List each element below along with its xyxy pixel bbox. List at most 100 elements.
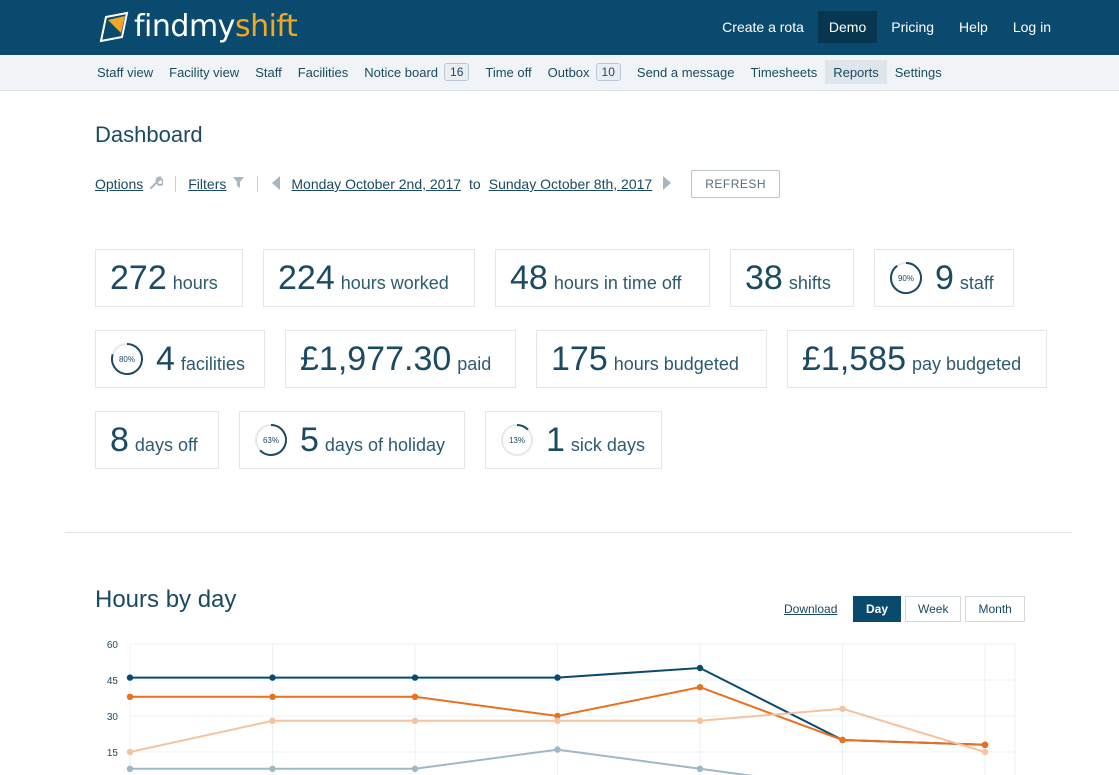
stat-value: 224 [278, 259, 335, 297]
data-point[interactable] [839, 736, 846, 744]
stat-label: hours budgeted [613, 353, 739, 374]
subnav-notice-board[interactable]: Notice board 16 [356, 60, 477, 84]
stat-label: hours [172, 272, 218, 293]
toolbar-divider [257, 176, 259, 192]
svg-text:63%: 63% [263, 436, 279, 445]
y-tick-label: 45 [107, 676, 119, 687]
nav-help[interactable]: Help [959, 19, 988, 35]
data-point[interactable] [269, 765, 276, 772]
data-point[interactable] [696, 664, 704, 672]
stat-label: pay budgeted [912, 353, 1022, 374]
stat-label: sick days [570, 434, 645, 455]
stat-value: 48 [510, 259, 548, 297]
data-point[interactable] [839, 705, 846, 712]
logo-icon [99, 11, 129, 43]
stat-card-shifts: 38 shifts [730, 249, 854, 307]
subnav-settings[interactable]: Settings [894, 64, 942, 80]
data-point[interactable] [981, 741, 989, 748]
options-link[interactable]: Options [95, 176, 144, 192]
data-point[interactable] [126, 674, 134, 681]
data-point[interactable] [126, 748, 134, 756]
data-point[interactable] [696, 684, 704, 691]
chevron-right-icon[interactable] [662, 175, 672, 193]
data-point[interactable] [554, 674, 561, 681]
nav-demo[interactable]: Demo [817, 11, 878, 43]
filters-link[interactable]: Filters [188, 176, 227, 192]
stat-label: hours in time off [553, 272, 682, 293]
data-point[interactable] [411, 765, 419, 772]
nav-log-in[interactable]: Log in [1012, 19, 1051, 35]
stat-label: facilities [180, 353, 245, 374]
subnav-staff-view[interactable]: Staff view [97, 64, 154, 80]
date-to-link[interactable]: Sunday October 8th, 2017 [488, 176, 653, 192]
progress-ring: 90% [890, 262, 922, 294]
data-point[interactable] [126, 765, 134, 772]
dashboard-toolbar: Options Filters Monday October 2nd, 2017… [95, 170, 781, 198]
svg-text:80%: 80% [119, 355, 135, 364]
nav-create-rota[interactable]: Create a rota [722, 19, 804, 35]
stat-label: shifts [788, 272, 831, 293]
logo[interactable]: findmyshift [98, 10, 298, 44]
subnav-send-message[interactable]: Send a message [636, 64, 735, 80]
y-tick-label: 15 [107, 748, 119, 759]
stat-card-pay-budgeted: £1,585 pay budgeted [787, 330, 1047, 388]
refresh-button[interactable]: REFRESH [691, 170, 781, 198]
stat-value: £1,585 [802, 340, 906, 378]
data-point[interactable] [269, 674, 276, 681]
data-point[interactable] [411, 693, 419, 700]
stat-label: paid [457, 353, 492, 374]
stat-label: days off [134, 434, 198, 455]
data-point[interactable] [126, 693, 134, 700]
range-day-button[interactable]: Day [853, 596, 902, 622]
stat-value: 9 [935, 259, 954, 297]
data-point[interactable] [554, 717, 561, 724]
wrench-icon[interactable] [149, 176, 165, 193]
data-point[interactable] [696, 717, 704, 724]
stat-value: 5 [300, 421, 319, 459]
subnav-time-off[interactable]: Time off [485, 64, 532, 80]
stat-card-sick: 13% 1 sick days [485, 411, 662, 469]
subnav-timesheets[interactable]: Timesheets [750, 64, 818, 80]
subnav-staff[interactable]: Staff [255, 64, 282, 80]
notice-count-badge: 16 [444, 63, 470, 81]
stat-value: 4 [156, 340, 175, 378]
subnav-facilities[interactable]: Facilities [297, 64, 349, 80]
section-divider [65, 532, 1072, 533]
data-point[interactable] [269, 717, 276, 724]
data-point[interactable] [269, 693, 276, 700]
date-from-link[interactable]: Monday October 2nd, 2017 [291, 176, 462, 192]
stat-label: staff [959, 272, 994, 293]
stat-card-time-off: 48 hours in time off [495, 249, 710, 307]
chevron-left-icon[interactable] [272, 175, 281, 193]
data-point[interactable] [696, 765, 704, 772]
stat-card-paid: £1,977.30 paid [285, 330, 516, 388]
range-week-button[interactable]: Week [905, 596, 962, 622]
progress-ring: 80% [111, 343, 143, 375]
stat-card-days-off: 8 days off [95, 411, 219, 469]
sub-nav: Staff view Facility view Staff Facilitie… [0, 55, 1119, 91]
stat-card-holiday: 63% 5 days of holiday [239, 411, 465, 469]
nav-pricing[interactable]: Pricing [891, 19, 935, 35]
stat-card-hours-budgeted: 175 hours budgeted [536, 330, 767, 388]
top-bar: findmyshift Create a rota Demo Pricing H… [0, 0, 1119, 55]
stat-card-hours-worked: 224 hours worked [263, 249, 475, 307]
subnav-outbox[interactable]: Outbox 10 [540, 60, 629, 84]
filter-icon[interactable] [232, 176, 245, 192]
page-title: Dashboard [95, 122, 203, 147]
range-toggle: Day Week Month [853, 596, 1029, 622]
subnav-facility-view[interactable]: Facility view [169, 64, 240, 80]
progress-ring: 13% [501, 424, 533, 456]
outbox-count-badge: 10 [595, 63, 621, 81]
data-point[interactable] [554, 746, 561, 753]
subnav-reports[interactable]: Reports [825, 60, 887, 84]
data-point[interactable] [411, 717, 419, 724]
data-point[interactable] [554, 712, 561, 720]
download-link[interactable]: Download [784, 602, 838, 616]
top-nav: Create a rota Demo Pricing Help Log in [708, 11, 1062, 43]
data-point[interactable] [411, 674, 419, 681]
data-point[interactable] [981, 748, 989, 756]
toolbar-divider [175, 176, 177, 192]
stat-value: 175 [551, 340, 608, 378]
y-tick-label: 60 [107, 640, 119, 651]
range-month-button[interactable]: Month [965, 596, 1025, 622]
